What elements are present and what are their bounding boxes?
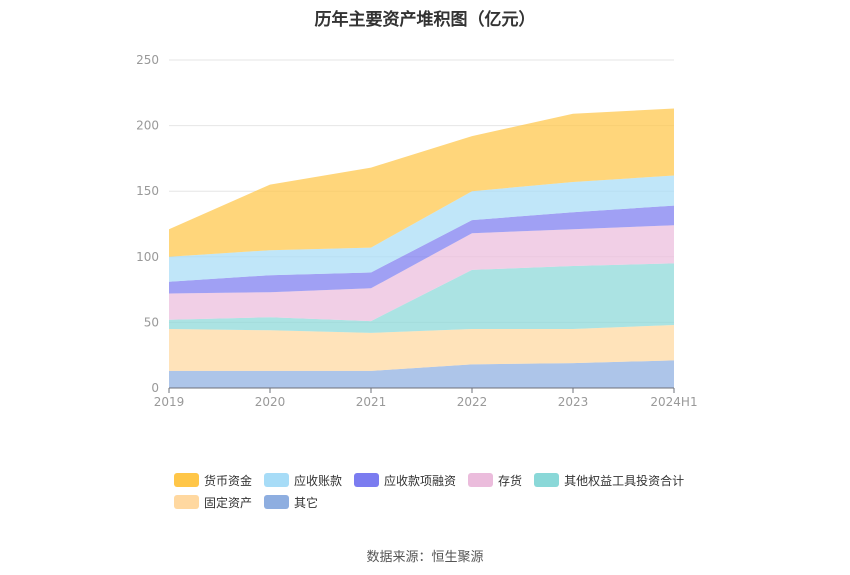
- area-series-0: [169, 360, 674, 388]
- legend-item[interactable]: 应收款项融资: [354, 472, 456, 488]
- area-series-6: [169, 108, 674, 257]
- y-tick-label: 0: [151, 381, 159, 395]
- x-tick-label: 2022: [457, 395, 488, 409]
- legend-swatch: [174, 495, 199, 509]
- legend: 货币资金 应收账款 应收款项融资 存货 其他权益工具投资合计固定资产 其它: [174, 472, 734, 510]
- legend-label: 货币资金: [204, 473, 253, 488]
- y-tick-label: 150: [136, 184, 159, 198]
- x-tick-label: 2023: [558, 395, 589, 409]
- legend-swatch: [264, 473, 290, 487]
- source-note: 数据来源：恒生聚源: [366, 550, 484, 565]
- legend-label: 固定资产: [204, 495, 253, 510]
- legend-item[interactable]: 其他权益工具投资合计: [534, 472, 684, 488]
- legend-swatch: [354, 473, 380, 487]
- legend-item[interactable]: 应收账款: [264, 472, 342, 488]
- chart-title: 历年主要资产堆积图（亿元）: [314, 10, 536, 30]
- x-tick-label: 2020: [255, 395, 286, 409]
- legend-swatch: [468, 473, 494, 487]
- y-tick-label: 100: [136, 250, 159, 264]
- area-series-4: [169, 205, 674, 294]
- legend-label: 应收账款: [294, 473, 343, 488]
- legend-item[interactable]: 存货: [468, 472, 522, 488]
- area-series-5: [169, 175, 674, 282]
- y-tick-label: 250: [136, 53, 159, 67]
- legend-label: 其它: [294, 495, 319, 510]
- x-tick-label: 2024H1: [650, 395, 697, 409]
- legend-label: 其他权益工具投资合计: [564, 473, 685, 488]
- legend-item[interactable]: 固定资产: [174, 494, 252, 510]
- area-series-1: [169, 325, 674, 371]
- legend-label: 应收款项融资: [384, 473, 457, 488]
- x-tick-label: 2019: [154, 395, 185, 409]
- y-tick-label: 200: [136, 119, 159, 133]
- legend-label: 存货: [498, 473, 523, 488]
- legend-swatch: [174, 473, 199, 487]
- chart-plot: 0 50 100 150 200 250 2019 2020 2021 2022 2023 2024H…: [136, 53, 698, 409]
- legend-swatch: [534, 473, 560, 487]
- area-series-2: [169, 263, 674, 333]
- x-tick-label: 2021: [356, 395, 387, 409]
- area-series-3: [169, 225, 674, 322]
- legend-item[interactable]: 货币资金: [174, 472, 252, 488]
- area-series-layer: [169, 108, 674, 388]
- axes: 0 50 100 150 200 250 2019 2020 2021 2022 2023 2024H…: [136, 53, 698, 409]
- legend-swatch: [264, 495, 290, 509]
- y-tick-label: 50: [144, 315, 159, 329]
- legend-item[interactable]: 其它: [264, 494, 318, 510]
